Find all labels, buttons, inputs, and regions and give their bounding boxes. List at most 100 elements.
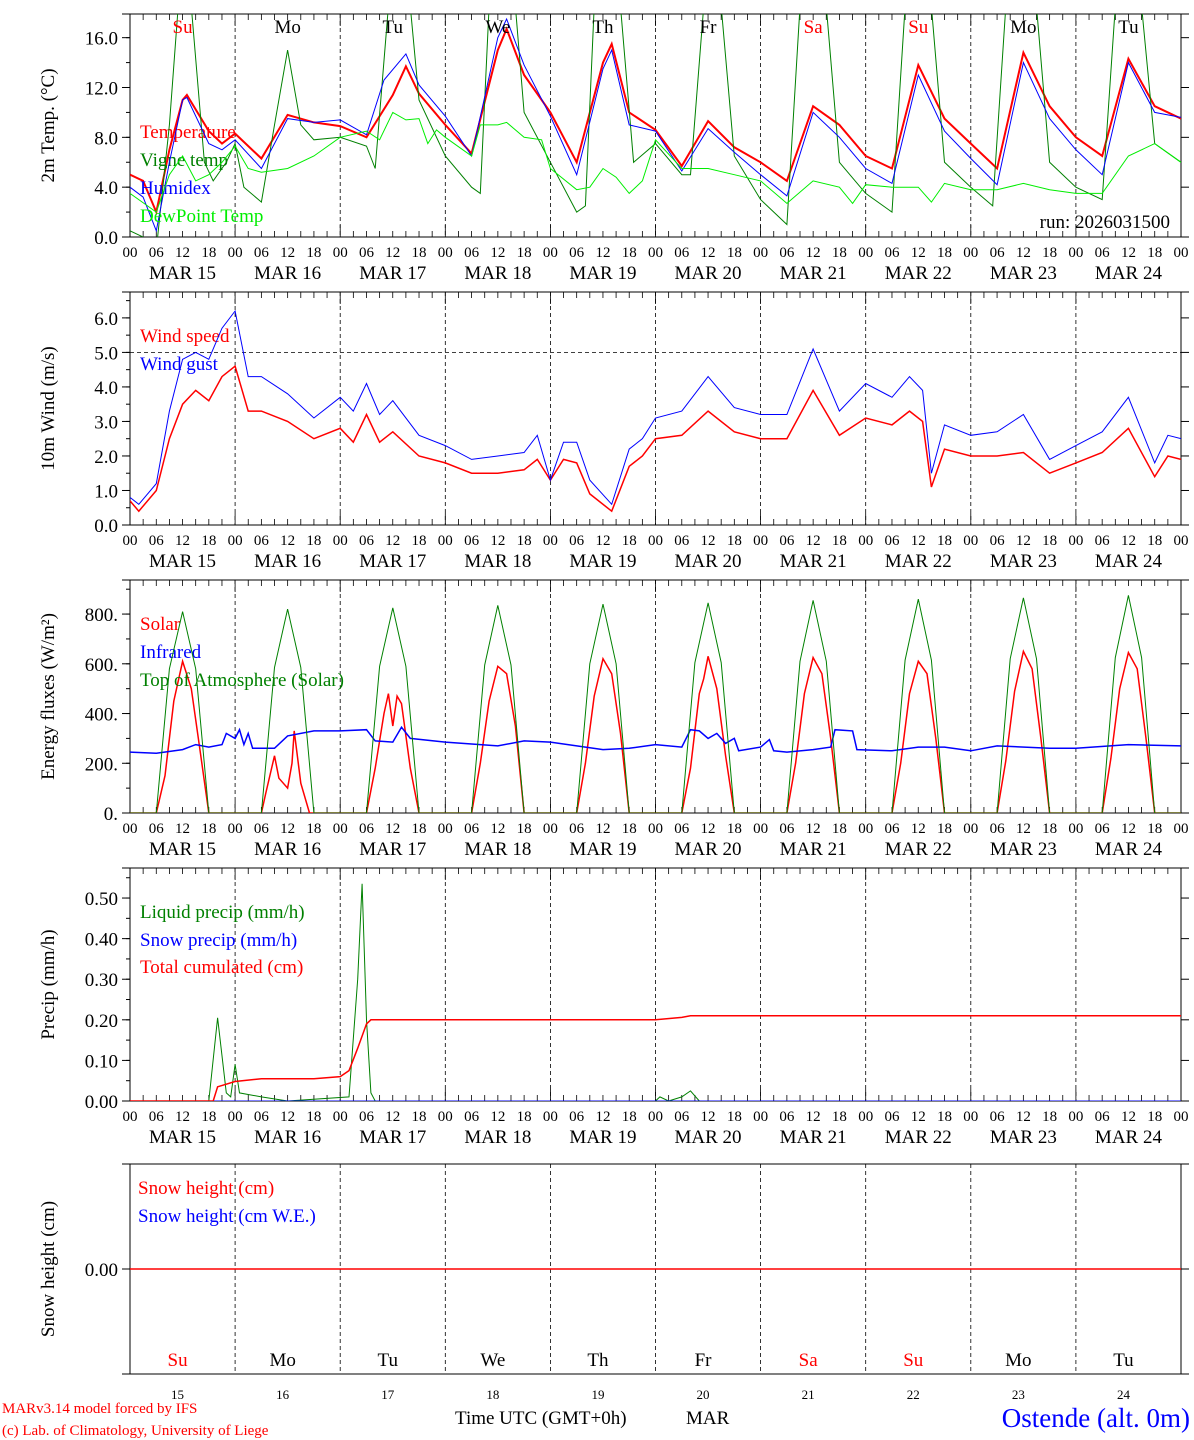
hour-tick-label: 00 (228, 533, 243, 549)
date-label: MAR 24 (1095, 1127, 1163, 1148)
hour-tick-label: 00 (1174, 533, 1189, 549)
hour-tick-label: 06 (779, 821, 795, 837)
hour-tick-label: 06 (674, 533, 690, 549)
hour-tick-label: 00 (648, 533, 663, 549)
hour-tick-label: 18 (727, 533, 742, 549)
hour-tick-label: 06 (464, 1109, 480, 1125)
hour-tick-label: 00 (1174, 821, 1189, 837)
hour-tick-label: 12 (1121, 533, 1136, 549)
date-label: MAR 18 (464, 551, 531, 572)
hour-tick-label: 00 (543, 821, 558, 837)
hour-tick-label: 18 (727, 1109, 742, 1125)
date-label: MAR 20 (675, 263, 742, 284)
date-label: MAR 18 (464, 263, 531, 284)
hour-tick-label: 18 (1042, 245, 1057, 261)
hour-tick-label: 18 (727, 821, 742, 837)
y-tick-label: 8.0 (94, 128, 118, 149)
legend-entry: Snow height (cm W.E.) (138, 1206, 316, 1227)
y-axis-label: 2m Temp. (°C) (38, 68, 59, 182)
day-name-label: Sa (799, 1350, 819, 1371)
hour-tick-label: 00 (123, 821, 138, 837)
hour-tick-label: 06 (1095, 821, 1111, 837)
hour-tick-label: 12 (701, 245, 716, 261)
hour-tick-label: 06 (569, 1109, 585, 1125)
hour-tick-label: 18 (937, 245, 952, 261)
legend-entry: Wind speed (140, 326, 230, 347)
credit-model: MARv3.14 model forced by IFS (2, 1401, 197, 1417)
y-tick-label: 0.0 (94, 516, 118, 537)
day-number-label: 23 (1012, 1387, 1025, 1402)
hour-tick-label: 00 (753, 533, 768, 549)
date-label: MAR 21 (780, 263, 847, 284)
hour-tick-label: 18 (622, 533, 637, 549)
date-label: MAR 21 (780, 551, 847, 572)
legend-entry: Snow precip (mm/h) (140, 930, 297, 951)
credit-lab: (c) Lab. of Climatology, University of L… (2, 1423, 269, 1439)
hour-tick-label: 00 (228, 821, 243, 837)
hour-tick-label: 12 (385, 821, 400, 837)
day-number-label: 15 (171, 1387, 184, 1402)
hour-tick-label: 00 (1068, 245, 1083, 261)
day-number-label: 19 (591, 1387, 604, 1402)
hour-tick-label: 06 (359, 533, 375, 549)
hour-tick-label: 12 (280, 1109, 295, 1125)
hour-tick-label: 12 (1121, 821, 1136, 837)
day-name-label: Th (587, 1350, 609, 1371)
hour-tick-label: 12 (806, 533, 821, 549)
day-name-label: Sa (804, 17, 824, 38)
hour-tick-label: 06 (464, 821, 480, 837)
hour-tick-label: 00 (123, 1109, 138, 1125)
date-label: MAR 22 (885, 1127, 952, 1148)
y-tick-label: 0.50 (85, 889, 118, 910)
hour-tick-label: 18 (1042, 1109, 1057, 1125)
series-line-liquid-precip-mm-h- (130, 883, 1181, 1101)
hour-tick-label: 18 (412, 533, 427, 549)
hour-tick-label: 12 (385, 533, 400, 549)
day-name-label: Tu (383, 17, 404, 38)
legend-entry: Temperature (140, 122, 236, 143)
series-line-total-cumulated-cm- (130, 1015, 1181, 1101)
y-tick-label: 12.0 (85, 79, 118, 100)
hour-tick-label: 12 (490, 821, 505, 837)
day-name-label: Su (903, 1350, 924, 1371)
hour-tick-label: 00 (438, 821, 453, 837)
hour-tick-label: 18 (1147, 533, 1162, 549)
hour-tick-label: 00 (648, 821, 663, 837)
day-name-label: We (485, 17, 510, 38)
y-tick-label: 1.0 (94, 481, 118, 502)
hour-tick-label: 12 (701, 533, 716, 549)
y-axis-label: 10m Wind (m/s) (38, 346, 59, 471)
legend-entry: Top of Atmosphere (Solar) (140, 670, 344, 691)
date-label: MAR 19 (569, 551, 636, 572)
day-number-label: 21 (802, 1387, 815, 1402)
hour-ticks-flux (129, 580, 1182, 813)
hour-tick-label: 18 (412, 821, 427, 837)
series-line-vigne-temp (130, 14, 1181, 237)
hour-tick-label: 00 (858, 245, 873, 261)
day-name-label: Th (592, 17, 614, 38)
date-label: MAR 20 (675, 839, 742, 860)
date-label: MAR 20 (675, 551, 742, 572)
hour-tick-label: 06 (149, 1109, 165, 1125)
hour-tick-label: 12 (701, 821, 716, 837)
date-label: MAR 17 (359, 551, 426, 572)
hour-tick-label: 00 (123, 533, 138, 549)
hour-tick-label: 12 (385, 245, 400, 261)
hour-tick-label: 06 (884, 533, 900, 549)
hour-tick-label: 18 (937, 821, 952, 837)
hour-tick-label: 12 (175, 533, 190, 549)
hour-tick-label: 00 (438, 245, 453, 261)
hour-tick-label: 06 (884, 245, 900, 261)
hour-tick-label: 12 (1016, 1109, 1031, 1125)
hour-tick-label: 18 (306, 245, 321, 261)
date-label: MAR 23 (990, 839, 1057, 860)
hour-tick-label: 18 (832, 245, 847, 261)
day-number-label: 18 (486, 1387, 499, 1402)
hour-tick-label: 06 (990, 821, 1006, 837)
y-tick-label: 0.00 (85, 1260, 118, 1281)
hour-tick-label: 18 (727, 245, 742, 261)
hour-tick-label: 12 (701, 1109, 716, 1125)
hour-tick-label: 00 (228, 245, 243, 261)
hour-tick-label: 06 (1095, 245, 1111, 261)
date-label: MAR 24 (1095, 263, 1163, 284)
